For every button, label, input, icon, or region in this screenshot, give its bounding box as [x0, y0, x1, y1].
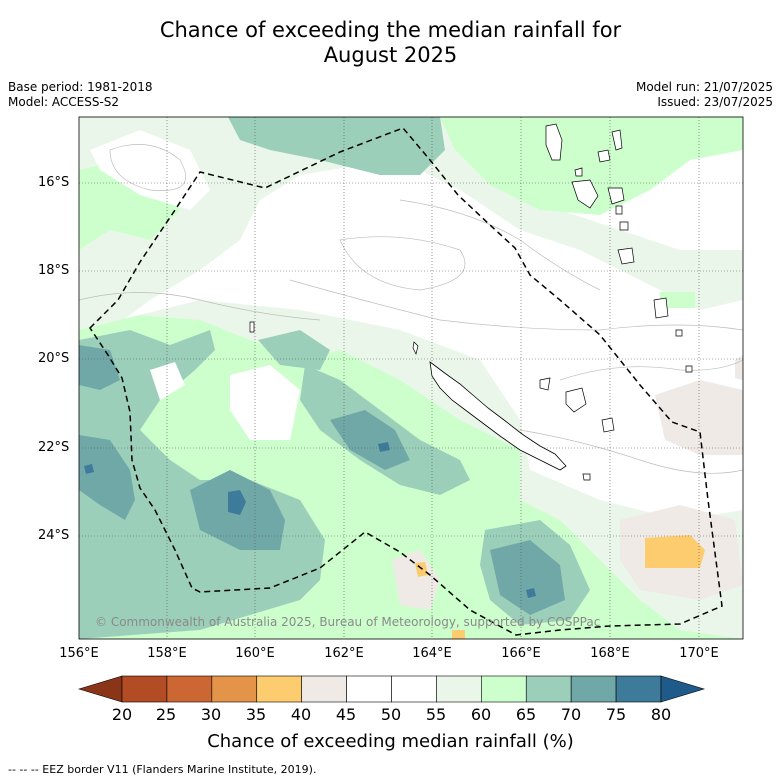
vanuatu-islands [249, 123, 693, 373]
lat-label-24s: 24°S [38, 528, 70, 543]
colorbar-cell [570, 675, 617, 703]
colorbar-over-arrow [660, 675, 706, 703]
colorbar-tick: 60 [470, 705, 492, 724]
lon-label-170e: 170°E [679, 646, 719, 661]
field-70-75-w2 [79, 435, 135, 520]
field-70-75-w1 [79, 345, 120, 390]
field-75-80-a [228, 490, 246, 515]
colorbar-cells [121, 675, 662, 703]
colorbar-cell [436, 675, 482, 703]
eez-border [89, 127, 723, 636]
colorbar-tick: 30 [200, 705, 222, 724]
colorbar-cell [525, 675, 572, 703]
ouvea-island [539, 377, 551, 391]
run-info: Model run: 21/07/2025 Issued: 23/07/2025 [636, 80, 773, 110]
lon-label-162e: 162°E [324, 646, 364, 661]
lat-label-16s: 16°S [38, 175, 70, 190]
colorbar-tick: 40 [290, 705, 312, 724]
eez-legend-footnote: -- -- -- EEZ border V11 (Flanders Marine… [8, 763, 317, 776]
lon-label-156e: 156°E [59, 646, 99, 661]
belep-islands [412, 341, 419, 356]
colorbar-tick: 20 [111, 705, 133, 724]
field-45-50-w [230, 365, 300, 440]
colorbar-under-arrow [77, 675, 123, 703]
copyright-notice: © Commonwealth of Australia 2025, Bureau… [95, 615, 601, 629]
colorbar-cell [211, 675, 258, 703]
issued-date-text: Issued: 23/07/2025 [657, 95, 773, 109]
lon-label-164e: 164°E [412, 646, 452, 661]
lat-label-18s: 18°S [38, 263, 70, 278]
colorbar-tick: 80 [650, 705, 672, 724]
map-title: Chance of exceeding the median rainfall … [0, 18, 781, 68]
colorbar-tick: 25 [155, 705, 177, 724]
lon-label-168e: 168°E [590, 646, 630, 661]
field-75-80-c [378, 442, 390, 452]
field-40-45-s [392, 550, 440, 610]
colorbar-tick: 70 [560, 705, 582, 724]
field-75-80-d [526, 588, 536, 598]
mare-island [601, 417, 615, 433]
field-60-65-east-patch [660, 292, 695, 308]
colorbar-cell [615, 675, 662, 703]
lat-label-20s: 20°S [38, 351, 70, 366]
field-35-40-a [645, 535, 705, 568]
colorbar-cell [481, 675, 527, 703]
colorbar-tick: 35 [245, 705, 267, 724]
field-60-65-ne [440, 117, 743, 215]
colorbar-tick: 50 [380, 705, 402, 724]
lon-label-166e: 166°E [501, 646, 541, 661]
lat-label-22s: 22°S [38, 440, 70, 455]
lifou-island [565, 387, 587, 413]
colorbar-label: Chance of exceeding median rainfall (%) [207, 731, 574, 752]
field-65-70-patch [258, 330, 330, 370]
model-info: Base period: 1981-2018 Model: ACCESS-S2 [8, 80, 153, 110]
field-65-70-north [228, 117, 445, 175]
colorbar-cell [301, 675, 347, 703]
colorbar-cell [256, 675, 302, 703]
colorbar-tick: 75 [605, 705, 627, 724]
title-line-2: August 2025 [323, 43, 458, 67]
field-55-60-north [79, 117, 743, 340]
colorbar-tick: 55 [425, 705, 447, 724]
field-45-50-nw [90, 130, 210, 210]
model-run-text: Model run: 21/07/2025 [635, 80, 773, 94]
lon-label-158e: 158°E [147, 646, 187, 661]
colorbar-cell [346, 675, 392, 703]
isle-of-pines [582, 473, 591, 481]
colorbar [77, 675, 706, 703]
map-frame [78, 116, 744, 640]
new-caledonia-coast [429, 361, 567, 471]
field-35-40-c [452, 630, 465, 639]
field-70-75-central [330, 410, 410, 470]
colorbar-tick: 45 [335, 705, 357, 724]
field-45-50-ne [695, 190, 743, 240]
field-70-75-south [490, 540, 565, 615]
lon-label-160e: 160°E [235, 646, 275, 661]
colorbar-tick: 65 [515, 705, 537, 724]
contour-lines [79, 144, 743, 474]
title-line-1: Chance of exceeding the median rainfall … [159, 18, 622, 42]
colorbar-cell [391, 675, 437, 703]
contour-fields [79, 117, 743, 639]
model-name-text: Model: ACCESS-S2 [8, 95, 120, 109]
graticule [79, 117, 743, 639]
base-period-text: Base period: 1981-2018 [8, 80, 153, 94]
colorbar-cell [166, 675, 213, 703]
colorbar-cell [121, 675, 168, 703]
field-45-50-w2 [150, 362, 185, 400]
field-75-80-b [84, 464, 94, 474]
